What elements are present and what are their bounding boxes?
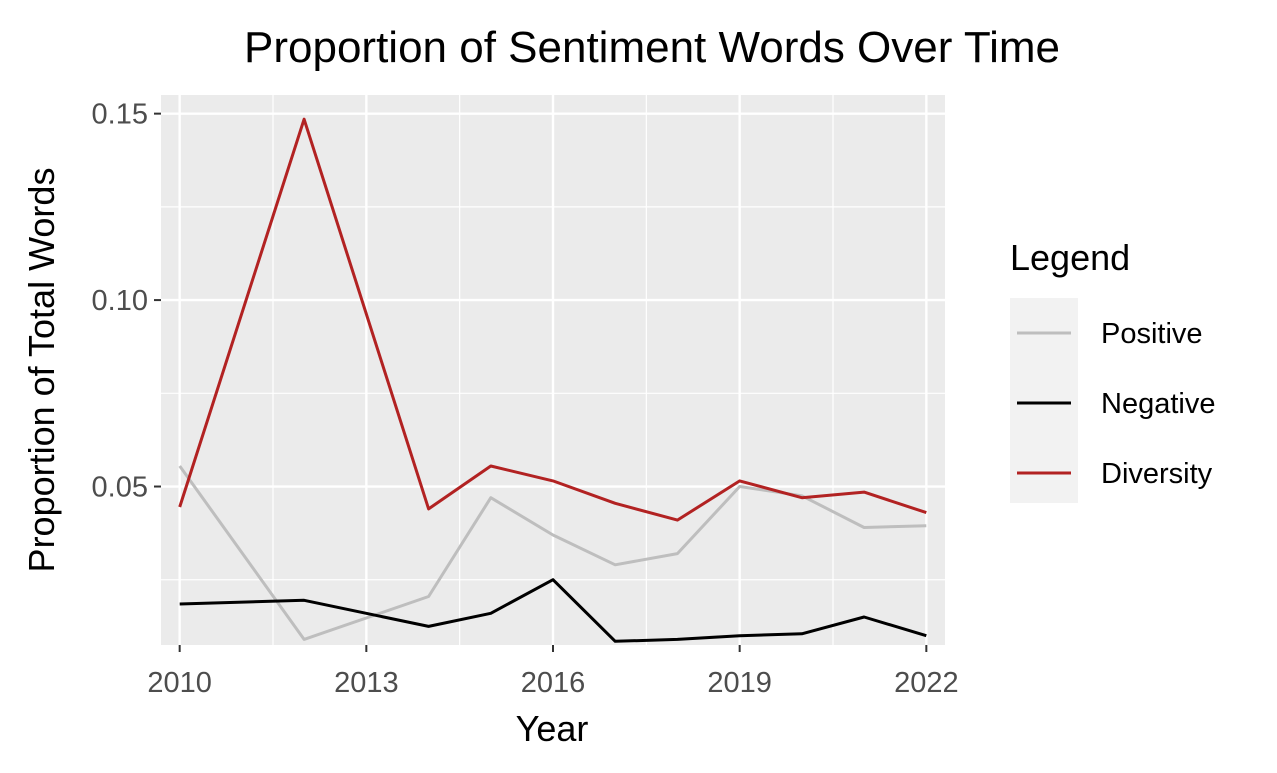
y-axis: 0.05 0.10 0.15 bbox=[92, 99, 161, 504]
x-tick-label: 2010 bbox=[147, 667, 212, 699]
major-gridlines bbox=[161, 95, 945, 645]
x-axis: 2010 2013 2016 2019 2022 bbox=[147, 645, 959, 699]
y-tick-label: 0.10 bbox=[92, 285, 148, 317]
chart-title: Proportion of Sentiment Words Over Time bbox=[244, 23, 1060, 72]
x-tick-label: 2019 bbox=[707, 667, 772, 699]
x-tick-label: 2016 bbox=[521, 667, 586, 699]
legend-label-diversity: Diversity bbox=[1101, 458, 1213, 490]
series-lines bbox=[178, 117, 927, 643]
x-tick-label: 2022 bbox=[894, 667, 959, 699]
legend-label-positive: Positive bbox=[1101, 318, 1203, 350]
legend: Legend Positive Negative Diversity bbox=[1010, 237, 1215, 503]
series-line-negative bbox=[179, 578, 927, 643]
y-tick-label: 0.15 bbox=[92, 99, 148, 131]
x-axis-title: Year bbox=[516, 708, 589, 749]
x-tick-label: 2013 bbox=[334, 667, 399, 699]
y-tick-label: 0.05 bbox=[92, 472, 148, 504]
legend-label-negative: Negative bbox=[1101, 388, 1215, 420]
y-axis-title: Proportion of Total Words bbox=[21, 168, 62, 573]
legend-title: Legend bbox=[1010, 237, 1130, 278]
series-line-diversity bbox=[178, 117, 927, 522]
series-line-positive bbox=[178, 465, 927, 641]
